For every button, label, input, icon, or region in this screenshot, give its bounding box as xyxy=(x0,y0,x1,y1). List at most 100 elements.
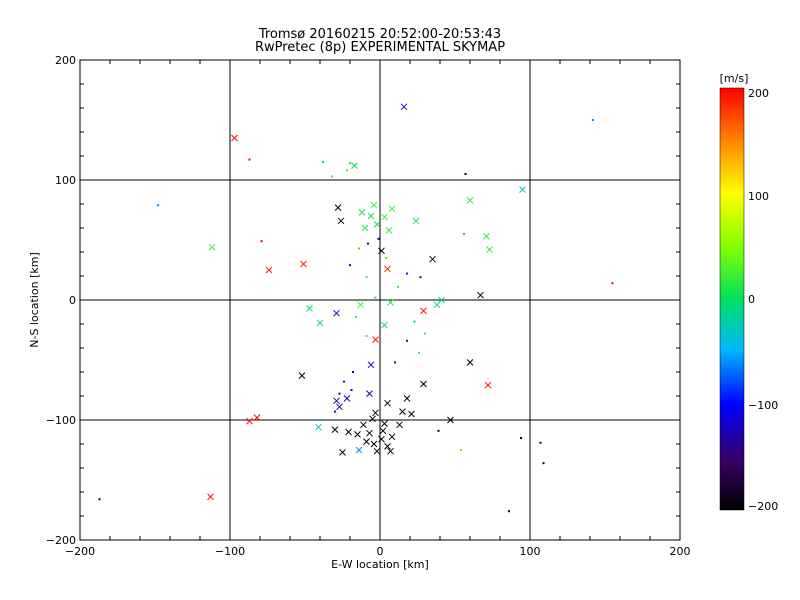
data-points xyxy=(98,103,614,513)
y-tick-label-0: 200 xyxy=(55,54,76,67)
point-cross-stroke xyxy=(253,414,261,421)
point-cross-stroke xyxy=(361,224,369,232)
point-dot-43 xyxy=(542,462,545,465)
point-cross-stroke xyxy=(333,397,340,405)
point-cross-stroke xyxy=(357,301,364,309)
point-cross-99 xyxy=(366,429,373,437)
point-cross-stroke xyxy=(387,447,394,455)
point-dot-85 xyxy=(365,335,368,337)
point-cross-stroke xyxy=(373,447,381,455)
point-dot-52 xyxy=(419,276,422,279)
point-cross-106 xyxy=(388,433,396,441)
point-cross-stroke xyxy=(408,410,415,418)
point-cross-58 xyxy=(372,336,379,343)
y-tick-label-2: 0 xyxy=(69,294,76,307)
point-cross-stroke xyxy=(420,380,427,388)
point-cross-62 xyxy=(399,408,406,415)
point-dot-82 xyxy=(355,315,357,318)
point-dot-80 xyxy=(374,296,377,299)
point-dot-87 xyxy=(418,351,420,354)
point-cross-71 xyxy=(370,201,378,209)
point-cross-stroke xyxy=(385,227,393,234)
point-dot-89 xyxy=(343,380,345,383)
point-dot-90 xyxy=(338,392,341,395)
x-tick-label-1: −100 xyxy=(215,545,245,558)
point-cross-8 xyxy=(300,260,307,268)
point-cross-stroke xyxy=(378,247,385,255)
y-tick-label-4: −200 xyxy=(46,534,76,547)
point-cross-26 xyxy=(306,305,313,312)
point-cross-stroke xyxy=(519,186,526,193)
point-cross-stroke xyxy=(366,429,373,437)
point-cross-20 xyxy=(486,246,493,253)
point-cross-64 xyxy=(358,209,366,216)
point-cross-stroke xyxy=(298,372,306,379)
point-cross-63 xyxy=(378,247,385,255)
point-cross-60 xyxy=(384,399,391,407)
point-dot-75 xyxy=(385,257,387,259)
grid-lines xyxy=(80,60,680,540)
point-cross-stroke xyxy=(372,409,379,417)
point-cross-stroke xyxy=(231,134,238,142)
point-dot-74 xyxy=(358,247,360,250)
point-cross-105 xyxy=(373,447,381,455)
point-cross-103 xyxy=(363,438,370,445)
point-cross-stroke xyxy=(300,260,307,268)
point-cross-stroke xyxy=(388,433,396,441)
point-cross-100 xyxy=(378,435,385,443)
point-dot-3 xyxy=(592,119,594,121)
y-tick-label-1: 100 xyxy=(55,174,76,187)
point-cross-66 xyxy=(381,213,388,221)
point-cross-0 xyxy=(400,103,408,111)
point-dot-44 xyxy=(508,510,510,513)
point-cross-45 xyxy=(339,449,346,456)
point-cross-stroke xyxy=(246,417,253,425)
point-dot-73 xyxy=(377,237,380,240)
point-cross-stroke xyxy=(378,435,385,443)
point-dot-4 xyxy=(157,204,159,207)
point-dot-42 xyxy=(539,441,542,444)
point-cross-110 xyxy=(408,410,415,418)
point-cross-18 xyxy=(337,217,345,225)
point-cross-51 xyxy=(384,265,391,273)
axis-ticks xyxy=(79,59,681,541)
point-cross-stroke xyxy=(345,428,352,436)
colorbar xyxy=(719,87,745,511)
point-cross-stroke xyxy=(343,395,351,402)
point-dot-41 xyxy=(520,437,522,439)
point-cross-stroke xyxy=(372,336,379,343)
point-dot-83 xyxy=(413,320,416,323)
point-dot-13 xyxy=(346,169,348,172)
chart-subtitle: RwPretec (8p) EXPERIMENTAL SKYMAP xyxy=(255,40,505,55)
point-cross-stroke xyxy=(420,307,427,315)
point-cross-56 xyxy=(367,361,375,369)
point-cross-25 xyxy=(477,291,484,299)
point-cross-92 xyxy=(336,403,343,411)
point-dot-72 xyxy=(367,242,369,245)
point-cross-stroke xyxy=(336,403,343,411)
point-cross-stroke xyxy=(334,204,342,211)
chart-title: Tromsø 20160215 20:52:00-20:53:43 xyxy=(258,27,501,42)
point-cross-stroke xyxy=(339,449,346,456)
x-tick-label-4: 200 xyxy=(670,545,691,558)
point-dot-53 xyxy=(424,332,426,335)
colorbar-tick-100: 100 xyxy=(748,190,769,203)
point-cross-stroke xyxy=(331,426,339,433)
point-cross-stroke xyxy=(484,381,492,389)
point-cross-5 xyxy=(208,243,216,251)
point-dot-95 xyxy=(350,389,353,391)
point-cross-stroke xyxy=(354,431,361,438)
point-cross-111 xyxy=(372,409,379,417)
point-cross-stroke xyxy=(379,427,387,435)
x-tick-label-3: 100 xyxy=(520,545,541,558)
point-cross-stroke xyxy=(370,201,378,209)
point-cross-1 xyxy=(231,134,238,142)
point-cross-70 xyxy=(385,227,393,234)
point-cross-46 xyxy=(331,426,339,433)
point-cross-84 xyxy=(381,321,388,329)
point-cross-102 xyxy=(384,443,391,450)
point-cross-98 xyxy=(381,420,388,427)
point-dot-24 xyxy=(611,282,614,285)
point-cross-23 xyxy=(429,255,436,263)
